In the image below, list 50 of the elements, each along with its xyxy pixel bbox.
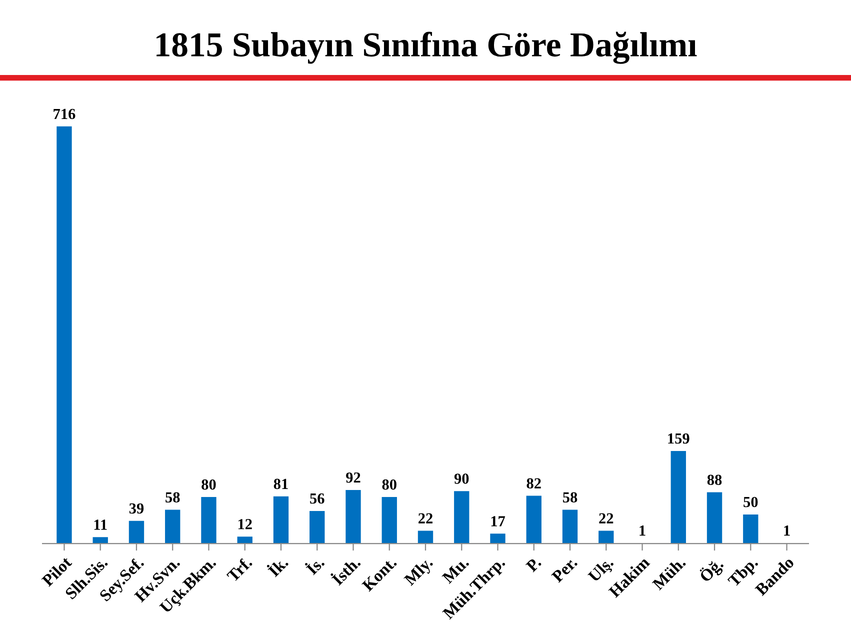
- data-label: 50: [744, 496, 758, 508]
- x-tick-label: İk.: [265, 554, 289, 578]
- data-label: 81: [274, 478, 288, 490]
- data-label: 22: [418, 513, 432, 524]
- bar: [56, 126, 72, 544]
- x-tick-label: İs.: [304, 554, 325, 576]
- bar: [346, 490, 361, 544]
- data-label: 58: [562, 492, 578, 503]
- data-label: 92: [346, 472, 360, 483]
- data-label: 159: [668, 433, 690, 444]
- x-tick-label: P.: [525, 556, 542, 573]
- data-label: 1: [640, 525, 646, 536]
- chart-title: 1815 Subayın Sınıfına Göre Dağılımı: [156, 32, 697, 64]
- data-label: 80: [202, 479, 216, 490]
- bar: [743, 514, 758, 544]
- bar: [128, 520, 144, 544]
- data-label: 88: [707, 474, 722, 486]
- x-tick-label: Mly.: [403, 556, 436, 588]
- data-label: 90: [454, 474, 469, 484]
- bar: [526, 496, 542, 544]
- bar: [273, 496, 289, 544]
- data-label: 39: [129, 503, 144, 514]
- data-label: 82: [526, 478, 541, 489]
- data-label: 716: [54, 108, 76, 120]
- bar: [310, 510, 325, 544]
- bar: [382, 496, 397, 544]
- bar: [454, 491, 470, 544]
- data-label: 11: [94, 520, 107, 530]
- bar: [237, 536, 252, 544]
- x-tick-label: Per.: [551, 556, 578, 584]
- data-label: 12: [238, 519, 252, 530]
- data-label: 58: [166, 492, 180, 503]
- bar: [670, 450, 686, 544]
- bar: [490, 534, 506, 544]
- bar: [418, 530, 434, 544]
- bar: [562, 510, 578, 544]
- data-label: 80: [382, 479, 396, 490]
- data-label: 1: [784, 525, 790, 536]
- x-tick-label: İsth.: [329, 554, 362, 586]
- x-tick-label: Müh.: [651, 556, 686, 591]
- data-label: 56: [310, 493, 324, 504]
- data-label: 22: [599, 513, 614, 524]
- bar: [165, 510, 180, 544]
- bar: [92, 537, 108, 544]
- bar: [706, 492, 722, 544]
- x-tick-label: Öğ.: [697, 556, 726, 586]
- bar: [201, 496, 216, 544]
- data-label: 17: [491, 516, 506, 526]
- bar: [598, 530, 614, 544]
- x-tick-label: Trf.: [226, 556, 253, 583]
